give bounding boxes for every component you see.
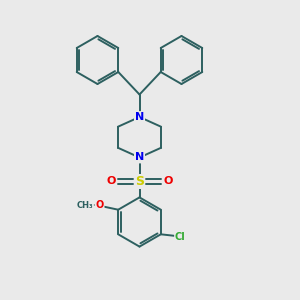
Text: CH₃: CH₃ [77,201,94,210]
Text: N: N [135,152,144,163]
Text: O: O [95,200,104,210]
Text: S: S [135,175,144,188]
Text: N: N [135,112,144,122]
Text: Cl: Cl [175,232,186,242]
Text: O: O [106,176,116,187]
Text: O: O [163,176,173,187]
